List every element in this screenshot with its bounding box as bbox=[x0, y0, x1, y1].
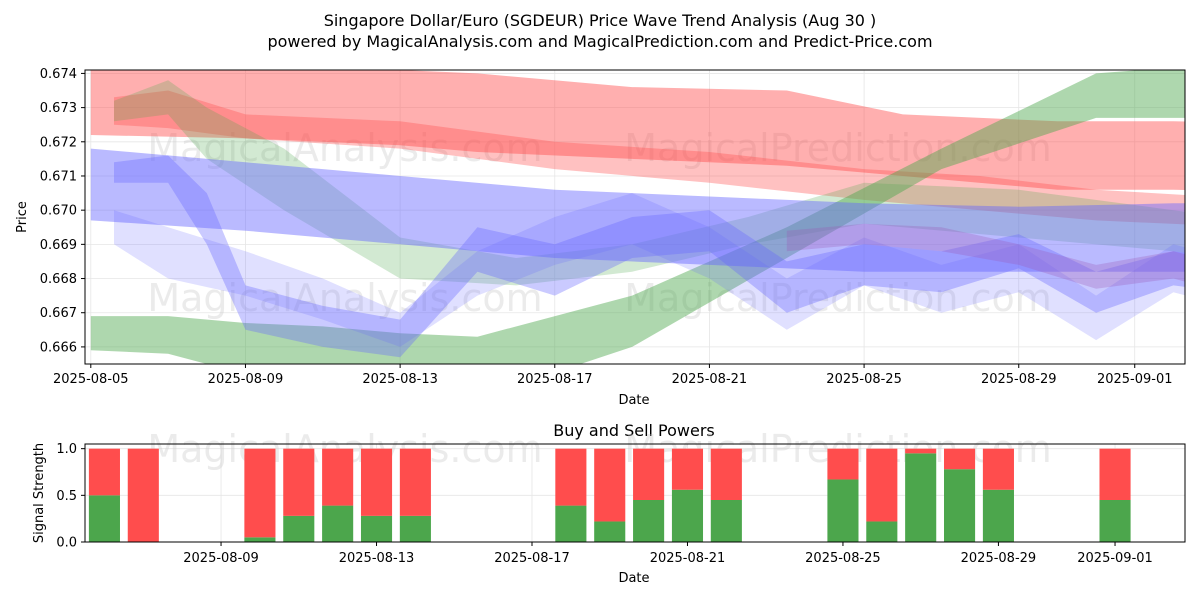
signal-x-tick-label: 2025-08-17 bbox=[494, 551, 570, 566]
price-y-tick-label: 0.668 bbox=[40, 272, 77, 287]
sell-bar bbox=[827, 448, 859, 480]
price-x-tick-label: 2025-08-29 bbox=[981, 372, 1057, 387]
price-x-ticks: 2025-08-05 2025-08-09 2025-08-13 2025-08-17… bbox=[53, 364, 1173, 387]
signal-x-tick-label: 2025-08-29 bbox=[961, 551, 1037, 566]
buy-bar bbox=[399, 515, 431, 542]
price-band-1 bbox=[90, 70, 1185, 190]
price-y-tick-label: 0.671 bbox=[40, 169, 77, 184]
buy-bar bbox=[244, 537, 276, 542]
price-y-tick-label: 0.667 bbox=[40, 306, 77, 321]
price-x-tick-label: 2025-08-21 bbox=[672, 372, 748, 387]
price-band-3 bbox=[90, 70, 1185, 364]
sell-bar bbox=[555, 448, 587, 506]
price-y-tick-label: 0.666 bbox=[40, 340, 77, 355]
sell-bar bbox=[671, 448, 704, 490]
price-band-2 bbox=[114, 90, 1185, 225]
signal-x-tick-label: 2025-09-01 bbox=[1077, 551, 1153, 566]
price-bands bbox=[90, 70, 1185, 364]
price-chart: MagicalAnalysis.com MagicalPrediction.co… bbox=[15, 67, 1186, 408]
buy-bar bbox=[710, 500, 742, 542]
price-y-tick-label: 0.673 bbox=[40, 101, 77, 116]
sell-bar bbox=[322, 448, 354, 506]
watermark-prediction-mid: MagicalPrediction.com bbox=[624, 276, 1052, 320]
sell-bar bbox=[866, 448, 898, 522]
buy-bar bbox=[827, 479, 859, 542]
signal-bars bbox=[88, 448, 1131, 542]
signal-y-tick-label: 0.0 bbox=[56, 536, 77, 551]
price-x-label: Date bbox=[618, 393, 649, 408]
sell-bar bbox=[982, 448, 1014, 490]
buy-bar bbox=[283, 515, 315, 542]
sell-bar bbox=[360, 448, 393, 516]
buy-bar bbox=[322, 505, 354, 542]
price-band-5 bbox=[90, 148, 1185, 272]
buy-bar bbox=[671, 489, 704, 542]
price-y-tick-label: 0.670 bbox=[40, 204, 77, 219]
sell-bar bbox=[905, 448, 937, 454]
sell-bar bbox=[944, 448, 976, 470]
signal-chart: Buy and Sell Powers MagicalAnalysis.com … bbox=[32, 421, 1186, 586]
buy-bar bbox=[982, 489, 1014, 542]
price-band-6 bbox=[114, 155, 1185, 358]
price-x-tick-label: 2025-08-05 bbox=[53, 372, 129, 387]
price-x-tick-label: 2025-08-25 bbox=[826, 372, 902, 387]
price-y-tick-label: 0.669 bbox=[40, 238, 77, 253]
price-band-8 bbox=[786, 223, 1185, 289]
signal-x-tick-label: 2025-08-09 bbox=[183, 551, 259, 566]
sell-bar bbox=[244, 448, 276, 538]
sell-bar bbox=[127, 448, 159, 542]
price-x-tick-label: 2025-08-09 bbox=[208, 372, 284, 387]
signal-y-ticks: 0.0 0.5 1.0 bbox=[56, 442, 85, 551]
price-grid bbox=[85, 70, 1185, 364]
buy-bar bbox=[633, 500, 665, 542]
signal-x-tick-label: 2025-08-21 bbox=[650, 551, 726, 566]
buy-bar bbox=[88, 495, 120, 542]
watermark-analysis-top: MagicalAnalysis.com bbox=[147, 126, 542, 170]
chart-title-line1: Singapore Dollar/Euro (SGDEUR) Price Wav… bbox=[324, 11, 877, 30]
chart-title-line2: powered by MagicalAnalysis.com and Magic… bbox=[267, 32, 932, 51]
signal-x-tick-label: 2025-08-13 bbox=[339, 551, 415, 566]
buy-bar bbox=[1099, 500, 1131, 542]
signal-axes-frame bbox=[84, 443, 1186, 543]
sell-bar bbox=[710, 448, 742, 500]
signal-x-tick-label: 2025-08-25 bbox=[805, 551, 881, 566]
price-x-tick-label: 2025-08-17 bbox=[517, 372, 593, 387]
price-band-7 bbox=[114, 193, 1185, 347]
price-axes-frame bbox=[84, 69, 1186, 365]
price-y-tick-label: 0.672 bbox=[40, 135, 77, 150]
signal-y-label: Signal Strength bbox=[32, 443, 47, 543]
price-x-tick-label: 2025-09-01 bbox=[1097, 372, 1173, 387]
signal-y-tick-label: 1.0 bbox=[56, 442, 77, 457]
sell-bar bbox=[633, 448, 665, 500]
watermark-analysis-mid: MagicalAnalysis.com bbox=[147, 276, 542, 320]
price-x-tick-label: 2025-08-13 bbox=[362, 372, 438, 387]
sell-bar bbox=[283, 448, 315, 516]
price-y-ticks: 0.666 0.667 0.668 0.669 0.670 0.671 0.672 0.673… bbox=[40, 67, 85, 355]
buy-bar bbox=[555, 505, 587, 542]
signal-chart-title: Buy and Sell Powers bbox=[553, 421, 715, 440]
signal-x-ticks: 2025-08-09 2025-08-13 2025-08-17 2025-08-21… bbox=[183, 542, 1153, 566]
watermark-prediction-top: MagicalPrediction.com bbox=[624, 126, 1052, 170]
sell-bar bbox=[1099, 448, 1131, 500]
buy-bar bbox=[360, 515, 393, 542]
signal-x-label: Date bbox=[618, 571, 649, 586]
signal-y-tick-label: 0.5 bbox=[56, 489, 77, 504]
price-y-tick-label: 0.674 bbox=[40, 67, 77, 82]
buy-bar bbox=[866, 521, 898, 542]
price-band-4 bbox=[114, 80, 1185, 286]
price-y-label: Price bbox=[15, 201, 30, 233]
buy-bar bbox=[944, 469, 976, 542]
sell-bar bbox=[594, 448, 626, 522]
price-watermarks: MagicalAnalysis.com MagicalPrediction.co… bbox=[147, 126, 1051, 320]
sell-bar bbox=[399, 448, 431, 516]
sell-bar bbox=[88, 448, 120, 496]
buy-bar bbox=[594, 521, 626, 542]
buy-bar bbox=[905, 453, 937, 542]
